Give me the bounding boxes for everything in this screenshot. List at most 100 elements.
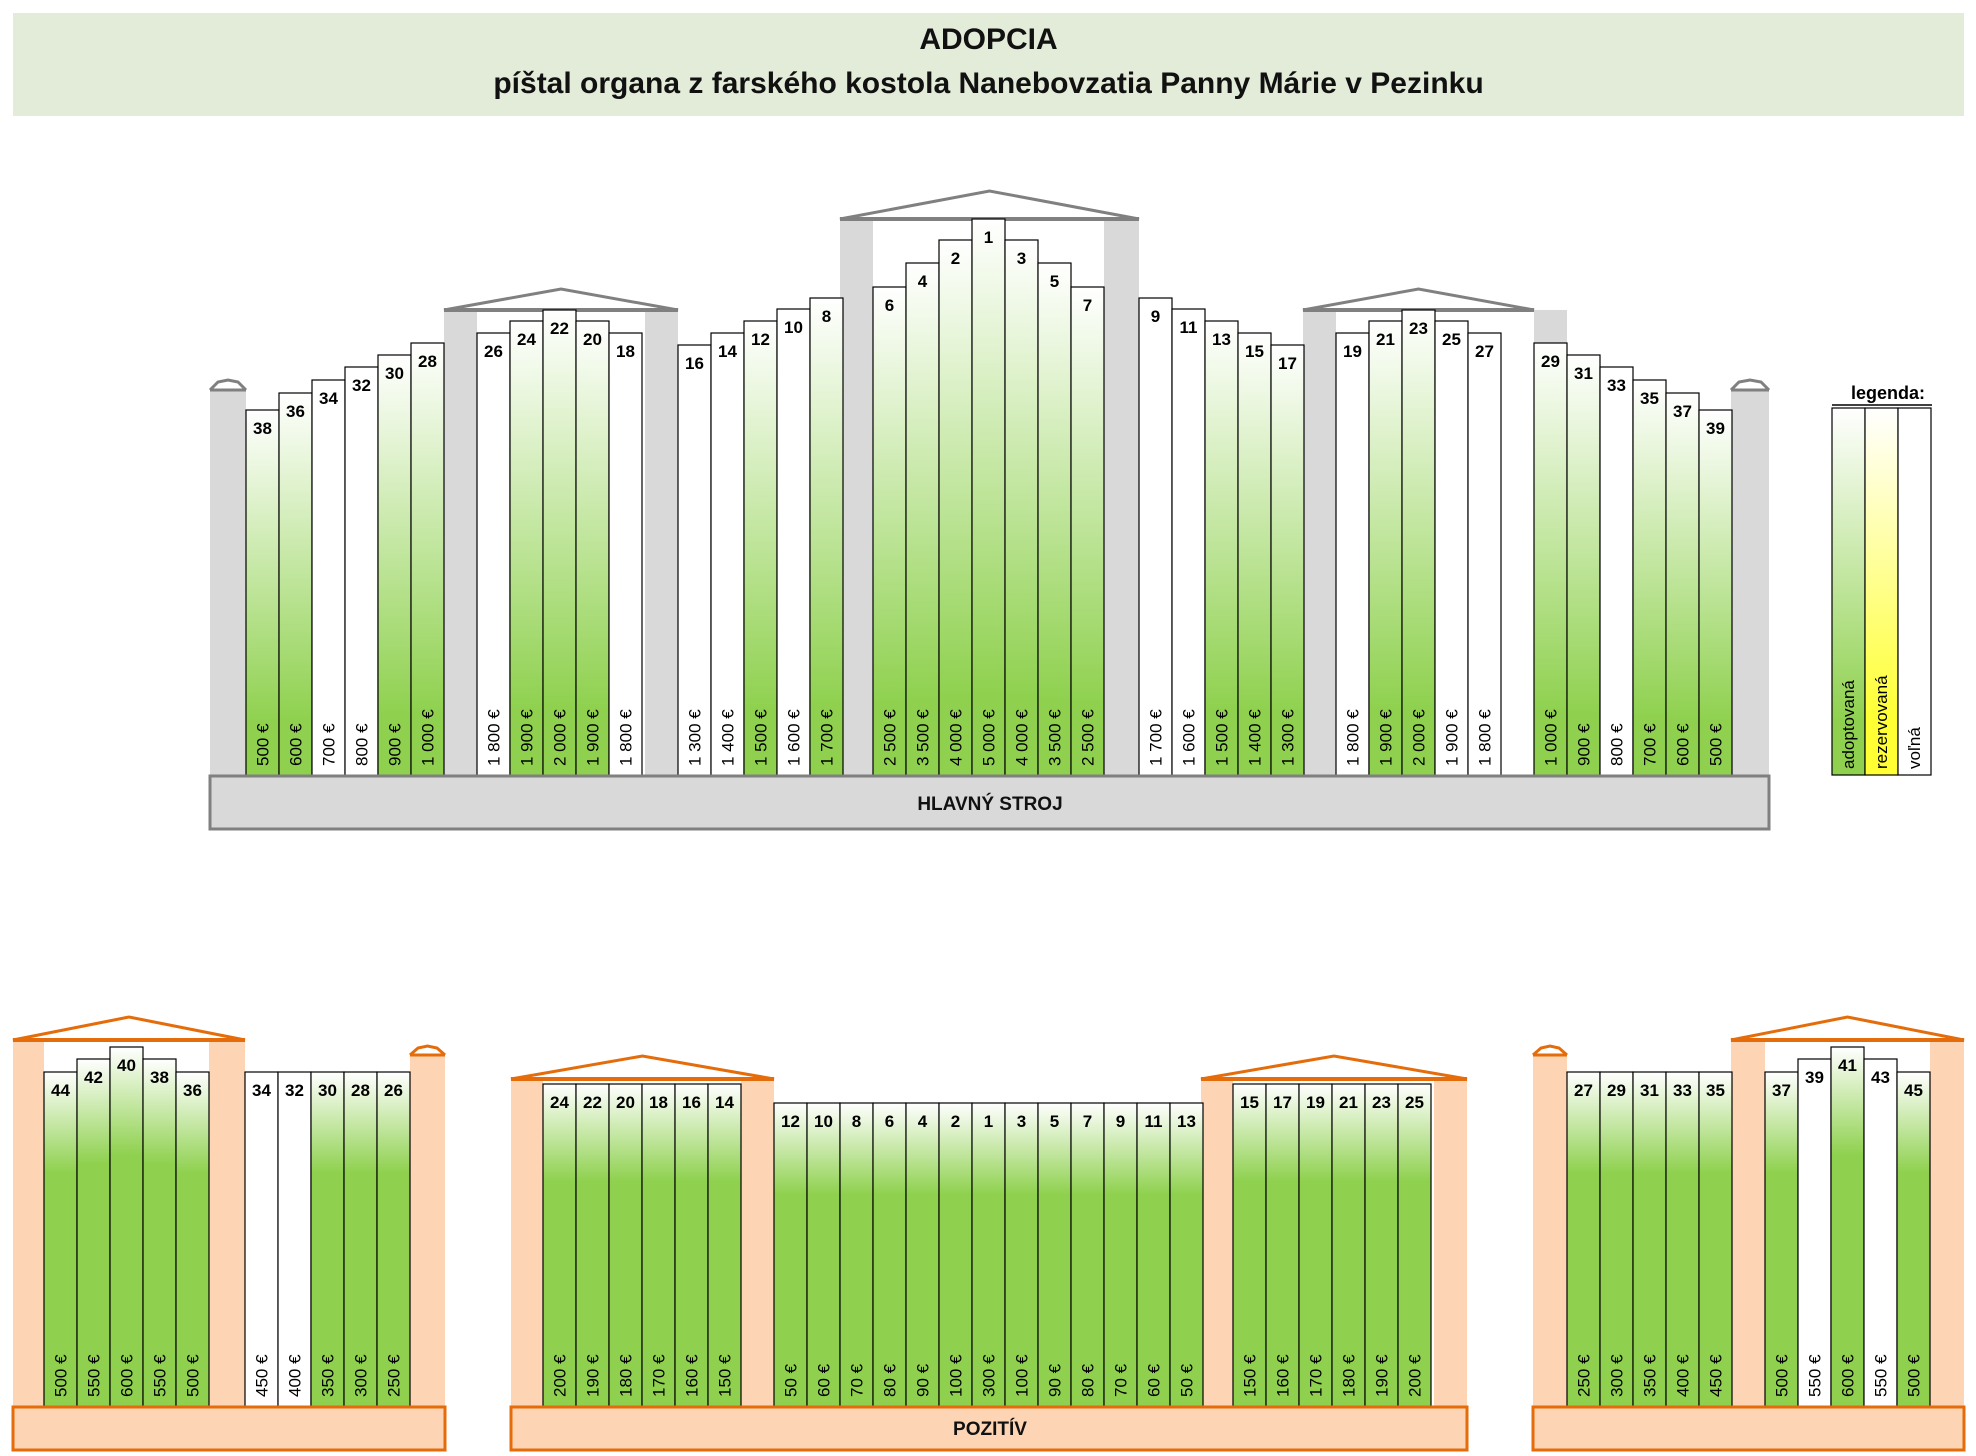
- main-pipe-27[interactable]: [1467, 332, 1502, 777]
- positive-pipe-number: 3: [1017, 1112, 1026, 1131]
- positive-pipe-25[interactable]: [1397, 1083, 1432, 1408]
- main-pipe-17[interactable]: [1270, 344, 1305, 777]
- positive-pipe-9[interactable]: [1103, 1102, 1138, 1408]
- positive-pipe-45[interactable]: [1896, 1071, 1931, 1408]
- positive-pipe-36[interactable]: [175, 1071, 210, 1408]
- main-pipe-24[interactable]: [509, 320, 544, 777]
- positive-pipe-23[interactable]: [1364, 1083, 1399, 1408]
- main-pipe-28[interactable]: [410, 342, 445, 777]
- main-pipe-price: 1 900 €: [1377, 709, 1396, 766]
- main-pipe-1[interactable]: [971, 218, 1006, 777]
- positive-pipe-39[interactable]: [1797, 1058, 1832, 1408]
- positive-pipe-41[interactable]: [1830, 1046, 1865, 1408]
- positive-pipe-38[interactable]: [142, 1058, 177, 1408]
- main-pipe-number: 15: [1245, 342, 1264, 361]
- main-pipe-29[interactable]: [1533, 342, 1568, 777]
- positive-pipe-27[interactable]: [1566, 1071, 1601, 1408]
- main-group-4: 6 2 500 € 4 3 500 € 2 4 000 € 1 5 000 € 3 4 000 €…: [872, 218, 1105, 777]
- legend-swatch-free: [1897, 407, 1932, 776]
- main-pipe-8[interactable]: [809, 297, 844, 777]
- positive-pipe-28[interactable]: [343, 1071, 378, 1408]
- main-pipe-34[interactable]: [311, 379, 346, 777]
- positive-pipe-price: 550 €: [1872, 1354, 1891, 1397]
- positive-case-panel: [741, 1079, 774, 1407]
- main-pipe-15[interactable]: [1237, 332, 1272, 777]
- main-pipe-price: 1 400 €: [1246, 709, 1265, 766]
- positive-pipe-price: 500 €: [1773, 1354, 1792, 1397]
- main-pipe-4[interactable]: [905, 262, 940, 777]
- positive-pipe-12[interactable]: [773, 1102, 808, 1408]
- main-pipe-number: 34: [319, 389, 338, 408]
- positive-pipe-price: 600 €: [1839, 1354, 1858, 1397]
- main-pipe-39[interactable]: [1698, 409, 1733, 777]
- main-pipe-price: 1 500 €: [1213, 709, 1232, 766]
- positive-pipe-21[interactable]: [1331, 1083, 1366, 1408]
- main-pipe-7[interactable]: [1070, 286, 1105, 777]
- main-pipe-38[interactable]: [245, 409, 280, 777]
- positive-roof: [510, 1054, 775, 1081]
- positive-pipe-4[interactable]: [905, 1102, 940, 1408]
- positive-pipe-37[interactable]: [1764, 1071, 1799, 1408]
- positive-pipe-24[interactable]: [542, 1083, 577, 1408]
- main-pipe-33[interactable]: [1599, 366, 1634, 777]
- positive-pipe-number: 2: [951, 1112, 960, 1131]
- main-pipe-14[interactable]: [710, 332, 745, 777]
- positive-pipe-10[interactable]: [806, 1102, 841, 1408]
- main-pipe-23[interactable]: [1401, 309, 1436, 777]
- positive-pipe-7[interactable]: [1070, 1102, 1105, 1408]
- main-pipe-number: 32: [352, 376, 371, 395]
- positive-pipe-31[interactable]: [1632, 1071, 1667, 1408]
- main-pipe-price: 1 700 €: [1147, 709, 1166, 766]
- positive-pipe-44[interactable]: [43, 1071, 78, 1408]
- positive-pipe-price: 70 €: [1112, 1363, 1131, 1397]
- main-pipe-31[interactable]: [1566, 354, 1601, 777]
- main-pipe-3[interactable]: [1004, 239, 1039, 777]
- positive-pipe-5[interactable]: [1037, 1102, 1072, 1408]
- positive-pipe-40[interactable]: [109, 1046, 144, 1408]
- positive-pipe-3[interactable]: [1004, 1102, 1039, 1408]
- positive-pipe-13[interactable]: [1169, 1102, 1204, 1408]
- positive-pipe-1[interactable]: [971, 1102, 1006, 1408]
- main-pipe-25[interactable]: [1434, 320, 1469, 777]
- positive-pipe-35[interactable]: [1698, 1071, 1733, 1408]
- main-pipe-32[interactable]: [344, 366, 379, 777]
- positive-pipe-number: 42: [84, 1068, 103, 1087]
- positive-pipe-number: 35: [1706, 1081, 1725, 1100]
- positive-pipe-number: 21: [1339, 1093, 1358, 1112]
- positive-pipe-14[interactable]: [707, 1083, 742, 1408]
- main-pipe-20[interactable]: [575, 320, 610, 777]
- main-pipe-9[interactable]: [1138, 297, 1173, 777]
- main-pipe-6[interactable]: [872, 286, 907, 777]
- positive-pipe-22[interactable]: [575, 1083, 610, 1408]
- positive-pipe-6[interactable]: [872, 1102, 907, 1408]
- positive-pipe-price: 450 €: [253, 1354, 272, 1397]
- positive-pipe-30[interactable]: [310, 1071, 345, 1408]
- main-pipe-35[interactable]: [1632, 379, 1667, 777]
- main-pipe-37[interactable]: [1665, 392, 1700, 777]
- main-pipe-13[interactable]: [1204, 320, 1239, 777]
- main-pipe-10[interactable]: [776, 308, 811, 777]
- positive-pipe-20[interactable]: [608, 1083, 643, 1408]
- main-pipe-11[interactable]: [1171, 308, 1206, 777]
- positive-pipe-11[interactable]: [1136, 1102, 1171, 1408]
- main-pipe-36[interactable]: [278, 392, 313, 777]
- positive-pipe-18[interactable]: [641, 1083, 676, 1408]
- main-pipe-22[interactable]: [542, 309, 577, 777]
- positive-pipe-2[interactable]: [938, 1102, 973, 1408]
- main-group-3: 16 1 300 € 14 1 400 € 12 1 500 € 10 1 600 € 8 1 7…: [677, 297, 844, 777]
- main-pipe-12[interactable]: [743, 320, 778, 777]
- main-pipe-19[interactable]: [1335, 332, 1370, 777]
- positive-pipe-number: 16: [682, 1093, 701, 1112]
- positive-pipe-8[interactable]: [839, 1102, 874, 1408]
- main-pipe-2[interactable]: [938, 239, 973, 777]
- positive-pipe-19[interactable]: [1298, 1083, 1333, 1408]
- main-pipe-30[interactable]: [377, 354, 412, 777]
- main-pipe-price: 500 €: [1707, 723, 1726, 766]
- positive-pipe-32[interactable]: [277, 1071, 312, 1408]
- positive-pipe-43[interactable]: [1863, 1058, 1898, 1408]
- main-pipe-number: 39: [1706, 419, 1725, 438]
- main-pipe-21[interactable]: [1368, 320, 1403, 777]
- positive-pipe-price: 400 €: [1674, 1354, 1693, 1397]
- positive-pipe-17[interactable]: [1265, 1083, 1300, 1408]
- main-pipe-5[interactable]: [1037, 262, 1072, 777]
